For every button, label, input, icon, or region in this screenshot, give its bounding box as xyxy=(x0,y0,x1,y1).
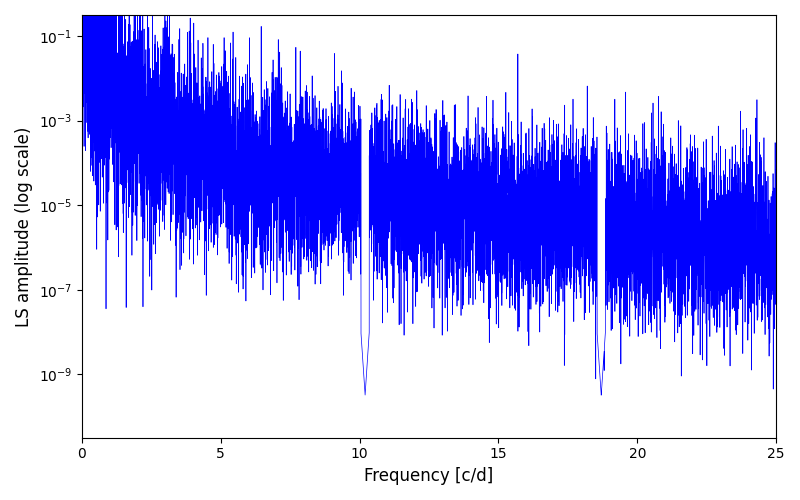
X-axis label: Frequency [c/d]: Frequency [c/d] xyxy=(364,467,494,485)
Y-axis label: LS amplitude (log scale): LS amplitude (log scale) xyxy=(15,126,33,326)
